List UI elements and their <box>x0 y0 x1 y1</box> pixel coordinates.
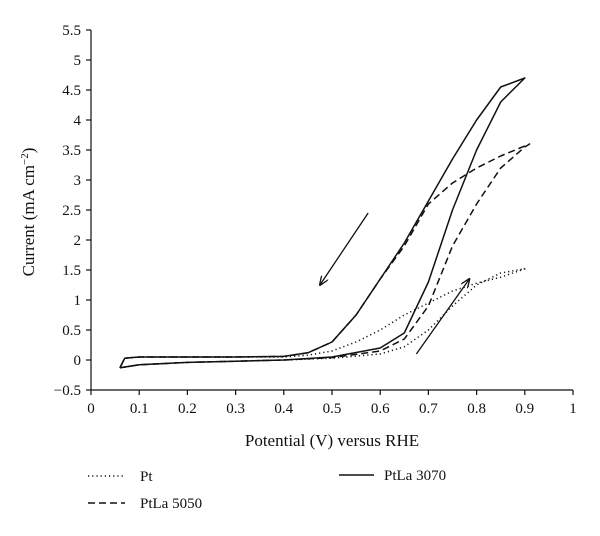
x-tick-label: 0.1 <box>130 401 149 417</box>
y-tick-label: −0.5 <box>54 383 81 399</box>
y-axis-title: Current (mA cm−2) <box>19 148 38 277</box>
x-tick-label: 0.8 <box>467 401 486 417</box>
x-tick-label: 0.6 <box>371 401 390 417</box>
x-tick-label: 0.9 <box>515 401 534 417</box>
axes: −0.5 0 0.5 1 1.5 2 2.5 3 3.5 4 4.5 5 5.5 0 0.1 0.2 0.3 0.… <box>54 23 577 417</box>
annotations <box>320 212 469 355</box>
y-tick-label: 5 <box>74 53 82 69</box>
x-tick-label: 0.2 <box>178 401 197 417</box>
series-line-pt <box>119 268 526 369</box>
x-axis-title: Potential (V) versus RHE <box>245 431 419 450</box>
legend-label-ptla-5050: PtLa 5050 <box>140 496 202 512</box>
y-tick-label: 5.5 <box>62 23 81 39</box>
anodic-sweep-arrow <box>415 279 469 355</box>
y-tick-label: 2.5 <box>62 203 81 219</box>
plot-area <box>119 77 531 369</box>
x-tick-label: 1 <box>569 401 577 417</box>
cathodic-sweep-arrow <box>320 212 369 285</box>
y-tick-label: 3.5 <box>62 143 81 159</box>
y-axis-title-superscript: −2 <box>19 153 31 165</box>
y-tick-label: 0.5 <box>62 323 81 339</box>
y-tick-label: 2 <box>74 233 82 249</box>
legend: Pt PtLa 5050 PtLa 3070 <box>88 468 446 512</box>
x-tick-label: 0.7 <box>419 401 438 417</box>
y-tick-label: 4.5 <box>62 83 81 99</box>
y-tick-label: 0 <box>74 353 82 369</box>
y-axis-title-tail: ) <box>19 148 38 154</box>
series-line-ptla-3070 <box>119 77 526 369</box>
y-tick-label: 1.5 <box>62 263 81 279</box>
y-tick-label: 4 <box>74 113 82 129</box>
x-tick-label: 0 <box>87 401 95 417</box>
y-axis-title-main: Current (mA cm <box>19 165 38 276</box>
legend-label-ptla-3070: PtLa 3070 <box>384 468 446 484</box>
x-tick-label: 0.5 <box>323 401 342 417</box>
x-tick-label: 0.4 <box>274 401 293 417</box>
legend-label-pt: Pt <box>140 469 153 485</box>
series-line-ptla-5050 <box>119 143 531 369</box>
x-tick-label: 0.3 <box>226 401 245 417</box>
y-tick-label: 1 <box>74 293 82 309</box>
y-tick-label: 3 <box>74 173 82 189</box>
